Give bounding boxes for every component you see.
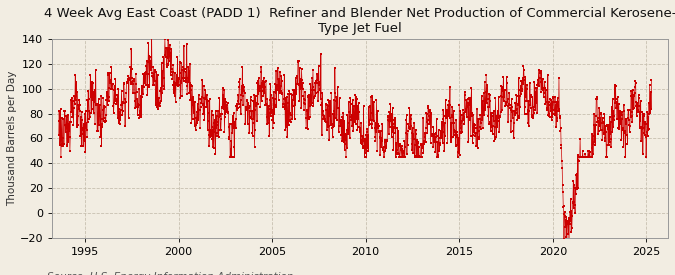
Y-axis label: Thousand Barrels per Day: Thousand Barrels per Day [7,71,17,206]
Title: 4 Week Avg East Coast (PADD 1)  Refiner and Blender Net Production of Commercial: 4 Week Avg East Coast (PADD 1) Refiner a… [44,7,675,35]
Text: Source: U.S. Energy Information Administration: Source: U.S. Energy Information Administ… [47,273,294,275]
